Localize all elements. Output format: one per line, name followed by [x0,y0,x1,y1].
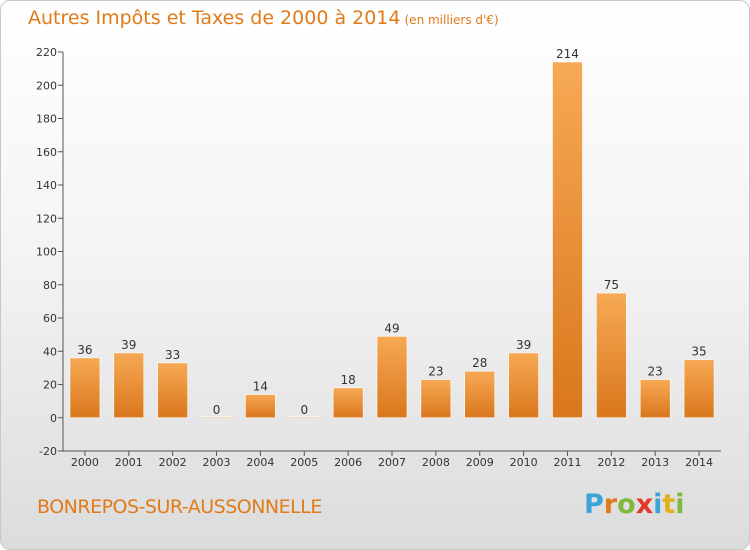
x-tick-label: 2010 [510,456,538,469]
data-label: 39 [121,338,136,352]
data-label: 0 [300,403,308,417]
bar [288,416,320,419]
data-label: 0 [213,403,221,417]
x-tick-label: 2007 [378,456,406,469]
bar [552,61,583,419]
commune-name: BONREPOS-SUR-AUSSONNELLE [37,496,322,518]
data-label: 39 [516,338,531,352]
logo-letter: i [675,489,685,520]
bar [69,357,101,419]
data-label: 36 [77,343,92,357]
y-tick-label: 100 [36,246,57,259]
logo-letter: x [635,489,654,520]
chart-unit-note: (en milliers d'€) [404,13,499,27]
bar [201,416,232,419]
bar [332,387,364,419]
logo-letter: r [603,489,618,520]
y-tick-label: 160 [36,146,57,159]
y-tick-label: 60 [43,312,57,325]
x-tick-label: 2008 [422,456,450,469]
logo-letter: i [653,489,663,520]
y-tick-label: -20 [39,445,57,458]
y-tick-label: 220 [36,46,57,59]
y-tick-label: 140 [36,179,57,192]
logo-letter: o [617,489,636,520]
x-tick-label: 2004 [246,456,274,469]
bar [420,379,452,419]
x-tick-label: 2000 [71,456,99,469]
y-tick-label: 20 [43,379,57,392]
logo-letter: t [662,489,676,520]
bar [245,394,276,419]
x-tick-label: 2013 [641,456,669,469]
bar [639,379,671,419]
logo-letter: P [584,489,604,520]
data-label: 35 [691,345,706,359]
x-tick-label: 2001 [115,456,143,469]
x-tick-label: 2012 [597,456,625,469]
y-tick-label: 200 [36,79,57,92]
bar [376,335,408,419]
data-label: 75 [604,278,619,292]
chart-title: Autres Impôts et Taxes de 2000 à 2014 (en… [28,7,499,29]
data-label: 49 [384,321,399,335]
data-label: 14 [253,379,268,393]
data-label: 33 [165,348,180,362]
bar [508,352,539,419]
data-label: 214 [556,47,579,61]
x-tick-label: 2002 [159,456,187,469]
bar [596,292,627,419]
y-tick-label: 80 [43,279,57,292]
bar [157,362,188,419]
x-tick-label: 2005 [290,456,318,469]
proxiti-logo: Proxiti [584,489,685,520]
x-tick-label: 2014 [685,456,713,469]
chart-bars [69,61,715,419]
y-tick-label: 120 [36,212,57,225]
data-label: 23 [648,365,663,379]
data-label: 23 [428,365,443,379]
bar [464,370,496,419]
x-tick-label: 2006 [334,456,362,469]
chart-data-labels: 36 39 33 0 14 0 18 49 23 28 39 214 75 23 35 [77,47,706,417]
y-tick-label: 0 [50,412,57,425]
data-label: 18 [340,373,355,387]
chart-title-text: Autres Impôts et Taxes de 2000 à 2014 [28,7,401,29]
bar [113,352,145,419]
y-tick-label: 180 [36,113,57,126]
x-tick-label: 2011 [553,456,581,469]
bar [683,359,715,419]
y-tick-label: 40 [43,345,57,358]
x-tick-label: 2003 [203,456,231,469]
x-tick-label: 2009 [466,456,494,469]
data-label: 28 [472,356,487,370]
